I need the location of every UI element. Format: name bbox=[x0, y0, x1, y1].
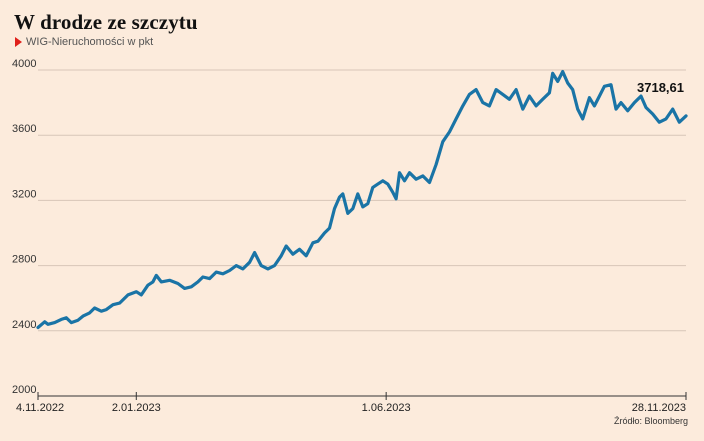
x-tick-label: 28.11.2023 bbox=[632, 402, 686, 414]
chart-subtitle-text: WIG-Nieruchomości w pkt bbox=[26, 36, 154, 48]
chart-title: W drodze ze szczytu bbox=[14, 10, 198, 34]
y-tick-label: 4000 bbox=[12, 58, 36, 70]
source-note: Źródło: Bloomberg bbox=[613, 416, 688, 426]
y-tick-label: 2800 bbox=[12, 254, 36, 266]
x-tick-label: 1.06.2023 bbox=[362, 402, 411, 414]
series-line bbox=[36, 70, 688, 330]
y-tick-label: 2000 bbox=[12, 384, 36, 396]
x-tick-label: 2.01.2023 bbox=[112, 402, 161, 414]
y-tick-label: 3600 bbox=[12, 123, 36, 135]
y-tick-label: 2400 bbox=[12, 319, 36, 331]
last-value-label: 3718,61 bbox=[637, 80, 684, 95]
red-triangle-icon bbox=[15, 37, 22, 47]
chart-subtitle: WIG-Nieruchomości w pkt bbox=[15, 36, 153, 48]
x-tick-label: 4.11.2022 bbox=[16, 402, 64, 414]
y-tick-label: 3200 bbox=[12, 188, 36, 200]
